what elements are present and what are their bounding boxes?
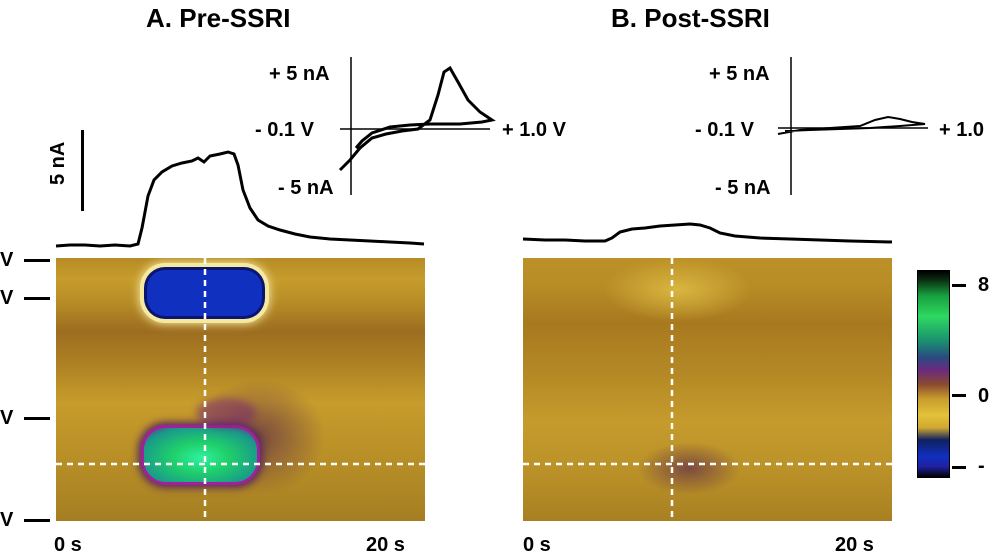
y-tick-2 [24,297,50,300]
panel-a-x-start: 0 s [54,534,82,556]
y-tick-label-4: V [0,509,14,531]
panel-b-cv-ybot: - 5 nA [715,177,771,199]
colorbar-tick-top [952,284,966,287]
panel-b-x-start: 0 s [523,534,551,556]
panel-b-title: B. Post-SSRI [611,3,770,33]
y-tick-label-3: V [0,407,14,429]
panel-a-cv-xright: + 1.0 V [502,119,566,141]
colorbar-tick-bottom [952,466,966,469]
panel-a-color-plot [56,258,425,521]
panel-a-cv-ymid: - 0.1 V [255,119,314,141]
y-tick-4 [24,519,50,522]
y-tick-label-2: V [0,287,14,309]
colorbar-label-mid: 0 [978,385,990,407]
y-tick-1 [24,259,50,262]
colorbar-label-top: 8 [978,274,990,296]
panel-a-cv-ytop: + 5 nA [269,63,330,85]
y-tick-3 [24,417,50,420]
panel-a-cv-ybot: - 5 nA [278,177,334,199]
panel-a-green-blob [144,428,257,482]
panel-b-cv-ymid: - 0.1 V [695,119,754,141]
scale-bar [81,130,84,211]
panel-a-title: A. Pre-SSRI [146,3,291,33]
colorbar-label-bottom: - [978,455,985,477]
panel-a-x-end: 20 s [366,534,405,556]
color-scale-bar [917,270,950,478]
colorbar-tick-mid [952,394,966,397]
panel-b-cv-xright: + 1.0 [939,119,985,141]
y-tick-label-1: V [0,249,14,271]
panel-b-cv-ytop: + 5 nA [709,63,770,85]
panel-b-color-plot [523,258,892,521]
panel-b-x-end: 20 s [835,534,874,556]
